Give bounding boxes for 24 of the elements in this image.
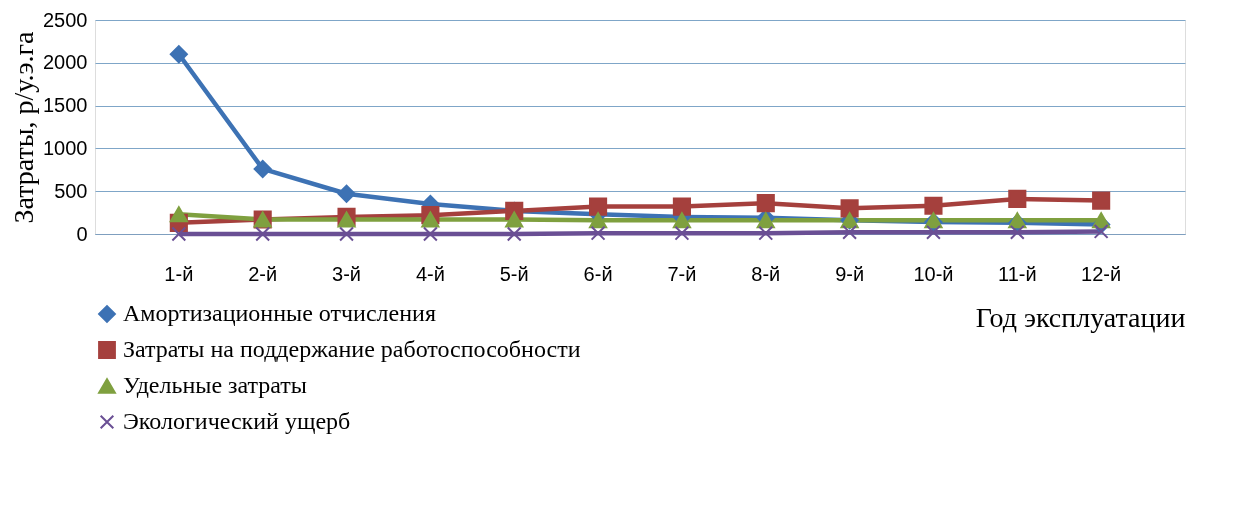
- legend-label: Экологический ущерб: [123, 408, 351, 434]
- x-tick-label: 12-й: [1081, 262, 1122, 285]
- legend-label: Удельные затраты: [123, 372, 307, 398]
- x-axis-title: Год эксплуатации: [975, 301, 1186, 333]
- y-tick-label: 1500: [43, 94, 88, 117]
- x-tick-label: 10-й: [913, 262, 954, 285]
- x-tick-label: 2-й: [248, 262, 278, 285]
- legend-label: Затраты на поддержание работоспособности: [123, 336, 581, 362]
- y-tick-label: 500: [54, 179, 88, 202]
- y-tick-label: 0: [76, 222, 88, 245]
- x-tick-label: 8-й: [751, 262, 781, 285]
- legend-label: Амортизационные отчисления: [123, 300, 436, 326]
- y-tick-label: 1000: [43, 136, 88, 159]
- x-tick-label: 5-й: [499, 262, 529, 285]
- x-tick-label: 11-й: [998, 262, 1037, 285]
- x-tick-label: 4-й: [415, 262, 445, 285]
- x-tick-label: 7-й: [667, 262, 697, 285]
- x-tick-label: 9-й: [835, 262, 865, 285]
- x-tick-label: 6-й: [583, 262, 613, 285]
- y-axis-title: Затраты, р/у.э.га: [8, 30, 40, 224]
- x-tick-label: 3-й: [332, 262, 362, 285]
- y-tick-label: 2000: [43, 51, 88, 74]
- x-tick-label: 1-й: [164, 262, 194, 285]
- y-tick-label: 2500: [43, 8, 88, 31]
